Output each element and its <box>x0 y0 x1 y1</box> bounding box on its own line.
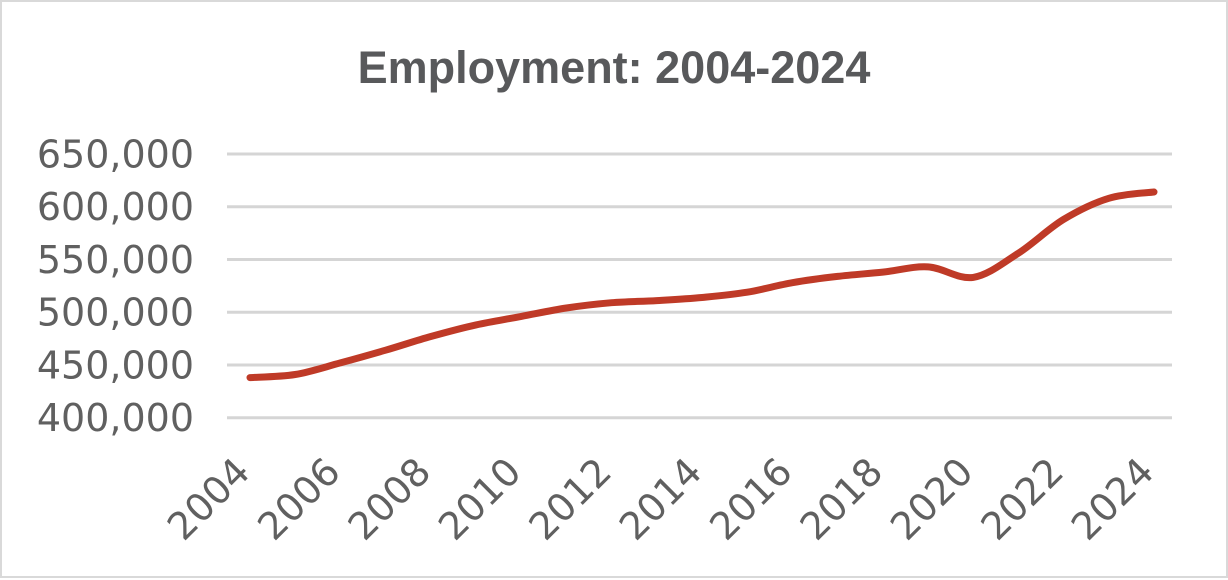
x-axis-tick-label: 2008 <box>340 449 440 549</box>
x-axis-tick-label: 2006 <box>249 449 349 549</box>
y-axis-tick-label: 600,000 <box>37 185 194 229</box>
x-axis-tick-label: 2010 <box>430 449 530 549</box>
y-axis-tick-label: 450,000 <box>37 343 194 387</box>
y-axis-tick-label: 500,000 <box>37 291 194 335</box>
employment-series-line <box>246 188 1158 382</box>
y-axis-tick-label: 650,000 <box>37 133 194 177</box>
y-axis-tick-label: 400,000 <box>37 396 194 440</box>
x-axis-tick-label: 2018 <box>792 449 892 549</box>
x-axis-tick-label: 2012 <box>520 449 620 549</box>
x-axis-tick-label: 2020 <box>882 449 982 549</box>
y-axis-tick-label: 550,000 <box>37 238 194 282</box>
x-axis-tick-label: 2022 <box>972 449 1072 549</box>
x-axis-tick-label: 2024 <box>1063 449 1163 549</box>
x-axis-tick-label: 2016 <box>701 449 801 549</box>
x-axis-tick-label: 2014 <box>611 449 711 549</box>
x-axis-tick-label: 2004 <box>159 449 259 549</box>
chart-title: Employment: 2004-2024 <box>357 42 871 93</box>
